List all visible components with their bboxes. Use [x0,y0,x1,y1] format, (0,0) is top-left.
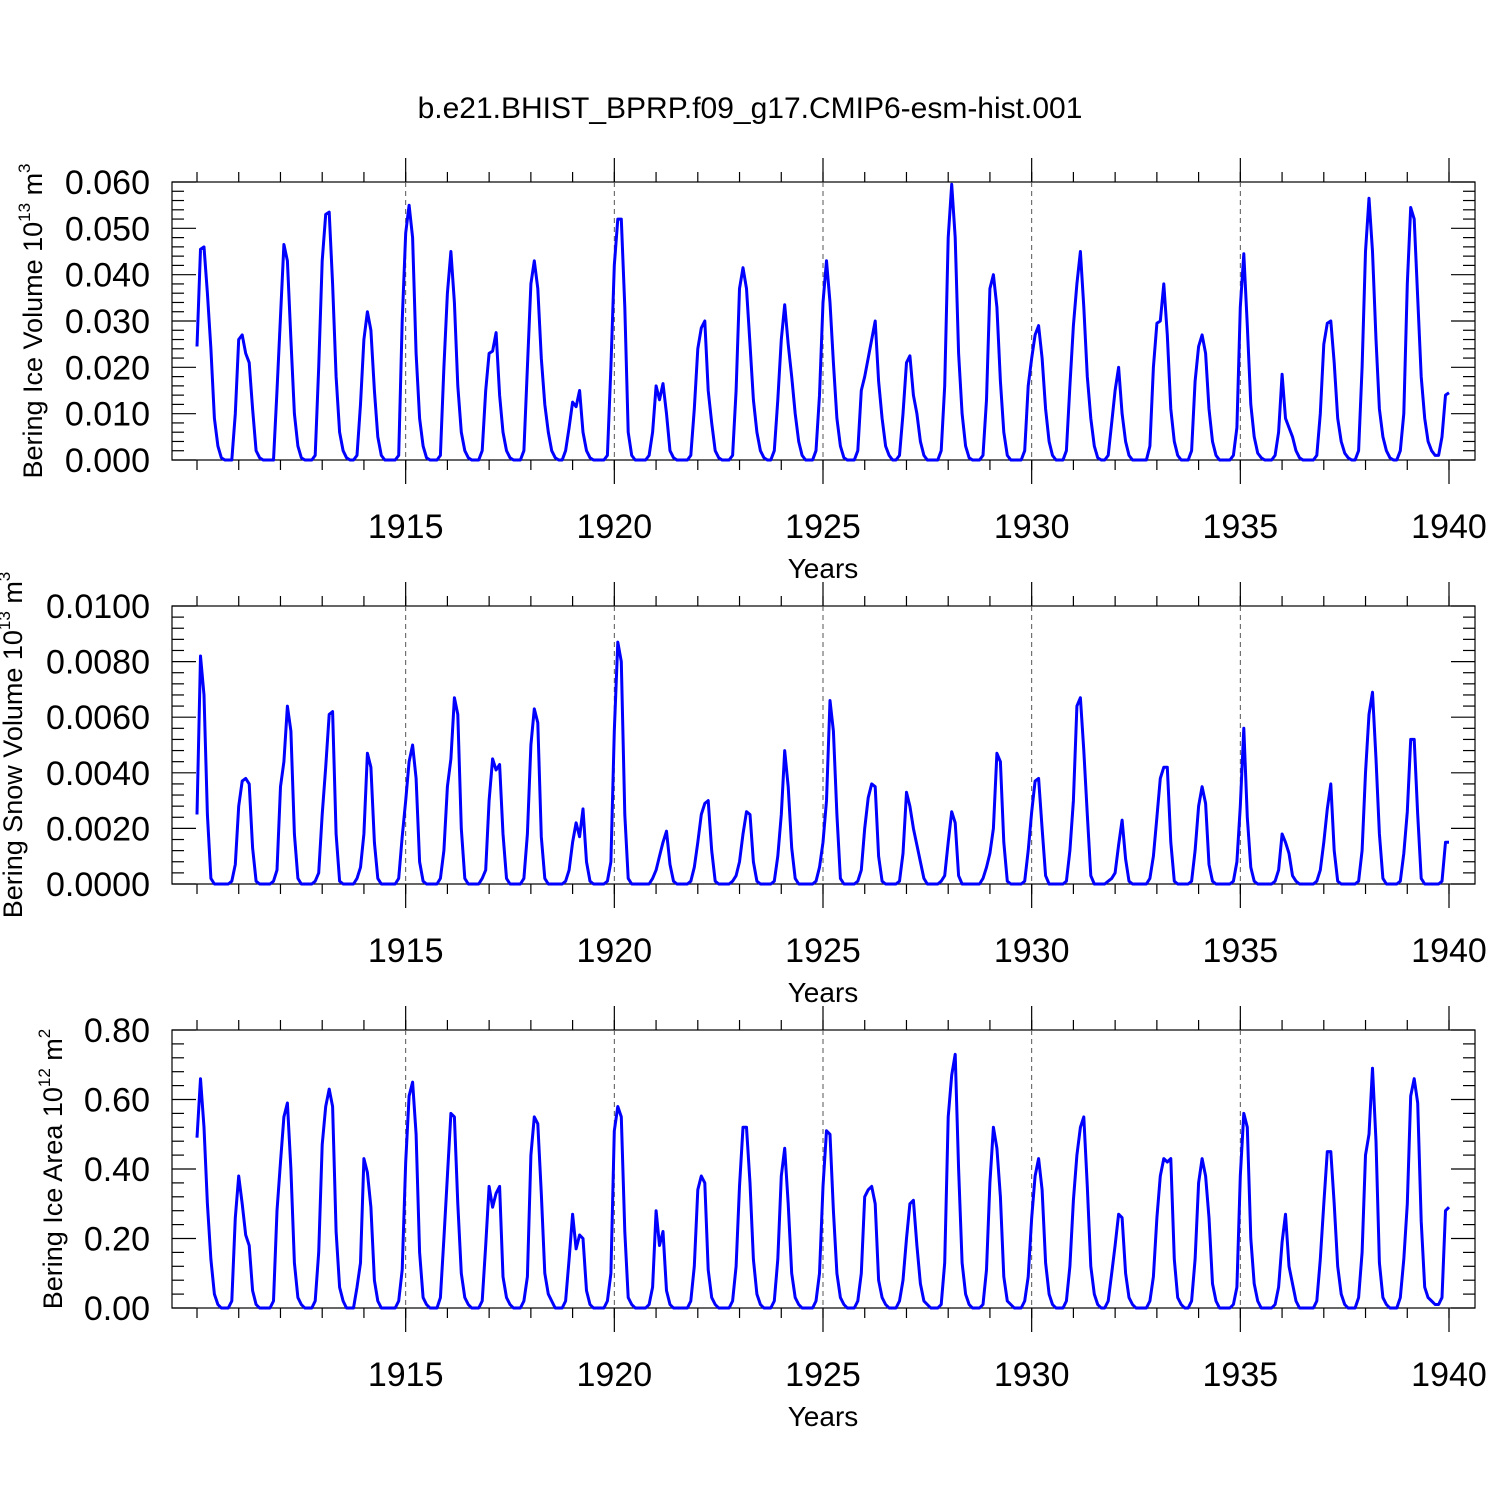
y-tick-label: 0.060 [65,164,150,202]
snow-volume-panel: 1915 1920 1925 1930 1935 1940 Years 0.0000 0.002… [0,572,1487,1008]
y-tick-label: 0.00 [84,1290,150,1328]
x-axis-label: Years [788,1401,859,1432]
y-tick-label: 0.60 [84,1082,150,1120]
series-line [195,640,1449,886]
y-tick-label: 0.0020 [46,810,150,848]
x-tick-label: 1915 [368,1356,444,1394]
y-tick-label: 0.20 [84,1221,150,1259]
x-tick-label: 1925 [785,932,861,970]
x-tick-label: 1930 [994,932,1070,970]
y-tick-label: 0.0040 [46,755,150,793]
x-tick-label: 1935 [1203,508,1279,546]
x-tick-label: 1935 [1203,1356,1279,1394]
x-tick-label: 1925 [785,508,861,546]
y-tick-label: 0.40 [84,1151,150,1189]
y-tick-label: 0.0100 [46,588,150,626]
x-tick-label: 1915 [368,508,444,546]
series-line [195,1052,1451,1310]
chart-title: b.e21.BHIST_BPRP.f09_g17.CMIP6-esm-hist.… [418,92,1083,125]
x-tick-label: 1935 [1203,932,1279,970]
ice-volume-panel: 1915 1920 1925 1930 1935 1940 Years 0.000 0.010 0… [15,158,1487,584]
x-tick-label: 1940 [1411,932,1487,970]
ice-area-panel: 1915 1920 1925 1930 1935 1940 Years 0.00 0.20 0.4… [35,1006,1487,1432]
x-tick-label: 1925 [785,1356,861,1394]
y-tick-label: 0.050 [65,210,150,248]
x-tick-label: 1940 [1411,1356,1487,1394]
y-tick-label: 0.030 [65,303,150,341]
y-tick-label: 0.80 [84,1012,150,1050]
x-axis-label: Years [788,553,859,584]
y-tick-label: 0.020 [65,349,150,387]
y-tick-label: 0.010 [65,396,150,434]
x-tick-label: 1920 [577,932,653,970]
y-axis-label: Bering Ice Volume 1013 m3 [15,163,48,478]
y-axis-label: Bering Snow Volume 1013 m3 [0,572,28,919]
x-tick-label: 1930 [994,1356,1070,1394]
y-tick-label: 0.0080 [46,644,150,682]
x-tick-label: 1940 [1411,508,1487,546]
y-tick-label: 0.0060 [46,699,150,737]
x-tick-label: 1915 [368,932,444,970]
series-line [195,182,1450,462]
y-tick-label: 0.040 [65,257,150,295]
y-tick-label: 0.0000 [46,866,150,904]
x-axis-label: Years [788,977,859,1008]
x-tick-label: 1920 [577,508,653,546]
y-tick-label: 0.000 [65,442,150,480]
x-tick-label: 1920 [577,1356,653,1394]
x-tick-label: 1930 [994,508,1070,546]
y-axis-label: Bering Ice Area 1012 m2 [35,1029,68,1310]
